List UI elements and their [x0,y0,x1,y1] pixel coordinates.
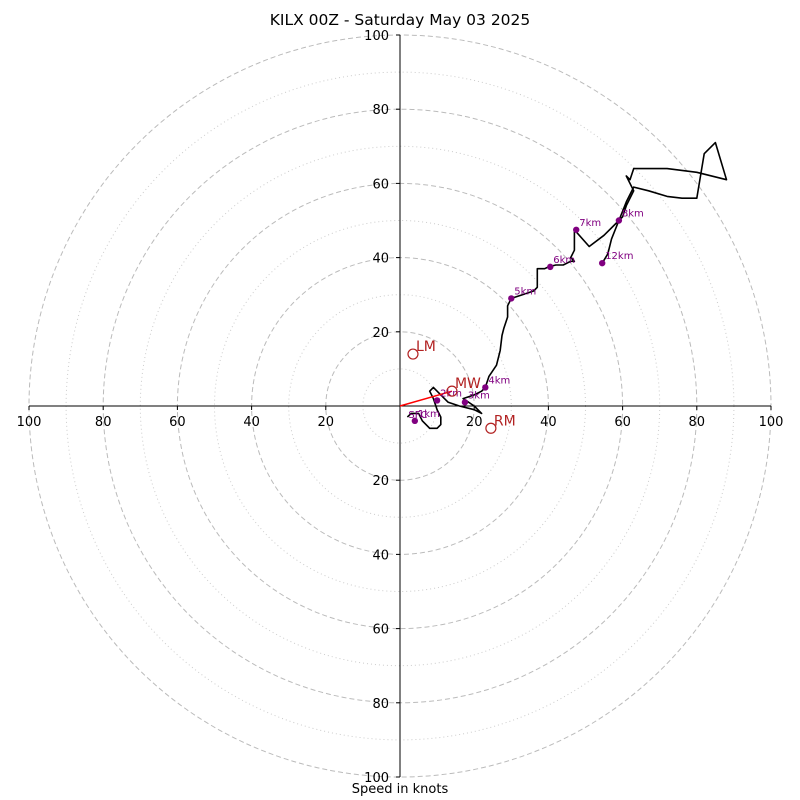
height-point-2km [433,397,441,404]
height-label-1km: 1km [418,409,440,420]
height-label-6km: 6km [553,255,575,266]
mean-wind-vector [399,390,453,407]
tick-label-x-left-80: 80 [95,415,112,430]
tick-label-y-down-60: 60 [372,623,389,638]
tick-labels: 20 20 20 20 40 40 40 40 60 60 60 60 80 80 80 80 100 100 10… [17,29,784,786]
x-axis-label: Speed in knots [351,782,449,797]
tick-label-x-right-40: 40 [540,415,557,430]
tick-label-x-right-20: 20 [466,415,483,430]
tick-label-x-left-100: 100 [17,415,42,430]
height-label-5km: 5km [514,286,536,297]
tick-label-y-up-60: 60 [372,177,389,192]
tick-label-x-left-40: 40 [243,415,260,430]
motion-label-mw: MW [455,376,481,392]
height-point-1km [411,417,419,425]
motion-label-rm: RM [494,413,516,429]
height-label-4km: 4km [488,375,510,386]
tick-label-y-down-100: 100 [364,771,389,786]
storm-motion-markers: LM MW RM [407,339,516,434]
height-label-2km: 2km [440,388,462,399]
tick-label-x-right-100: 100 [759,415,784,430]
motion-point-mw [446,385,458,397]
height-label-7km: 7km [579,218,601,229]
tick-label-y-up-100: 100 [364,29,389,44]
tick-label-y-up-40: 40 [372,252,389,267]
height-label-12km: 12km [605,251,633,262]
height-label-3km: 3km [468,390,490,401]
height-point-6km [547,263,554,271]
tick-label-x-left-20: 20 [318,415,335,430]
height-point-7km [573,226,580,233]
tick-label-y-down-80: 80 [372,697,389,712]
motion-label-lm: LM [416,339,436,355]
tick-label-x-left-60: 60 [169,415,186,430]
wind-trace [399,141,728,430]
tick-label-x-right-60: 60 [614,415,631,430]
tick-label-y-down-40: 40 [372,548,389,563]
tick-label-x-right-80: 80 [689,415,706,430]
tick-label-y-up-20: 20 [372,326,389,341]
motion-point-lm [407,348,419,360]
motion-point-rm [485,422,497,434]
chart-title: KILX 00Z - Saturday May 03 2025 [269,11,531,29]
height-point-3km [461,399,469,406]
surface-label: SFC [408,410,427,421]
height-label-8km: 8km [622,209,644,220]
height-point-5km [508,295,515,302]
height-point-8km [615,217,623,224]
wind-trace-line [406,141,728,430]
height-point-4km [482,384,489,391]
height-point-12km [598,259,606,267]
tick-label-y-down-20: 20 [372,474,389,489]
tick-label-y-up-80: 80 [372,103,389,118]
